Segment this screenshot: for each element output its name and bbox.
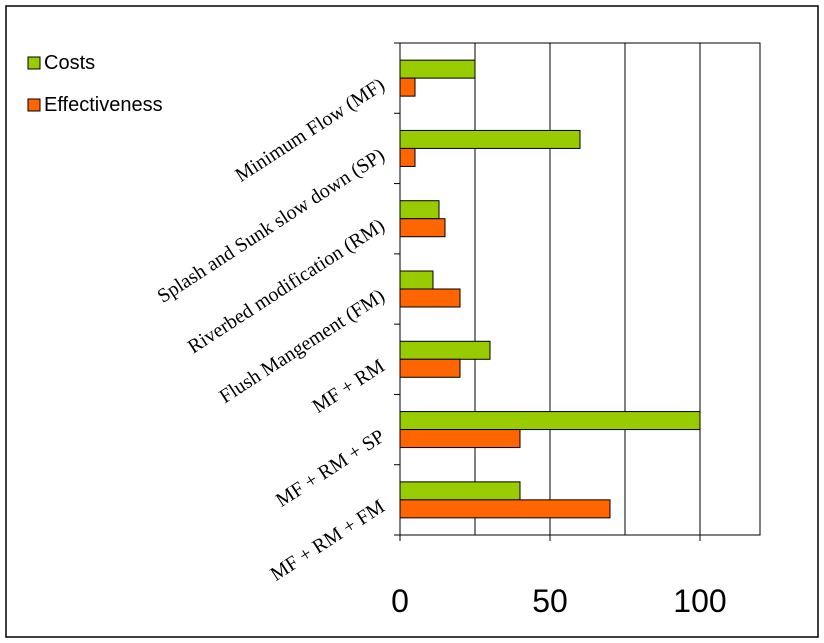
legend-swatch-costs	[27, 56, 41, 70]
bar-costs-splash-and-sunk-slow-down-sp	[399, 129, 581, 149]
grid-lines	[474, 43, 701, 535]
bar-effectiveness-splash-and-sunk-slow-down-sp	[399, 147, 416, 167]
bar-costs-riverbed-modification-rm	[399, 200, 440, 220]
bar-costs-flush-mangement-fm	[399, 270, 434, 290]
bar-effectiveness-mf-rm-fm	[399, 499, 611, 519]
bar-costs-mf-rm-sp	[399, 411, 701, 431]
bars	[399, 59, 701, 519]
x-tick-label-50: 50	[532, 583, 568, 619]
legend-label-effectiveness: Effectiveness	[44, 94, 163, 116]
bar-effectiveness-riverbed-modification-rm	[399, 218, 446, 238]
bar-effectiveness-mf-rm	[399, 358, 461, 378]
x-tick-label-100: 100	[673, 583, 726, 619]
legend-swatch-effectiveness	[27, 98, 41, 112]
legend: Costs Effectiveness	[27, 52, 163, 116]
bar-costs-mf-rm-fm	[399, 481, 521, 501]
bar-costs-mf-rm	[399, 340, 491, 360]
x-tick-label-0: 0	[391, 583, 409, 619]
chart-border	[5, 5, 819, 638]
bar-effectiveness-minimum-flow-mf	[399, 77, 416, 97]
bar-costs-minimum-flow-mf	[399, 59, 476, 79]
legend-label-costs: Costs	[44, 52, 95, 74]
bar-effectiveness-mf-rm-sp	[399, 429, 521, 449]
axes: 0 50 100	[391, 42, 727, 619]
bar-effectiveness-flush-mangement-fm	[399, 288, 461, 308]
